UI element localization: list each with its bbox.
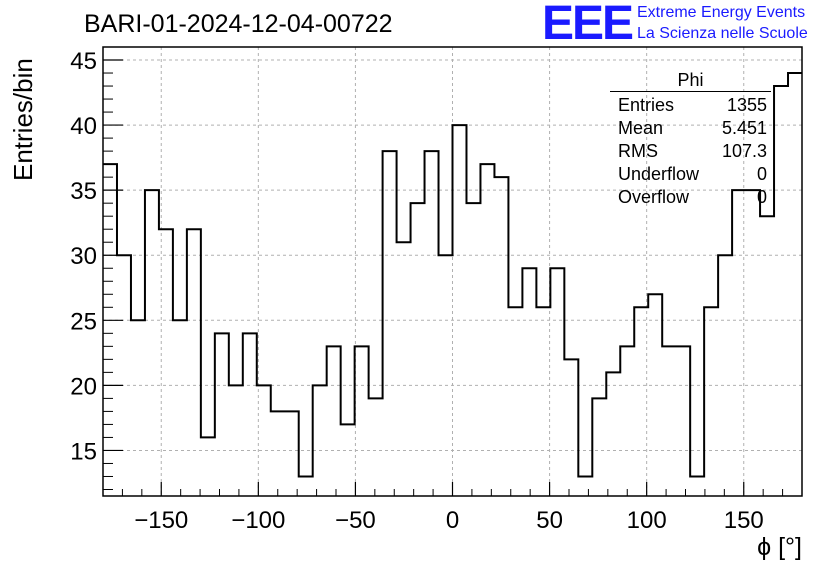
y-tick-label: 25 <box>70 308 97 335</box>
x-tick-label: 150 <box>724 507 764 534</box>
stats-row-overflow: Overflow 0 <box>610 186 771 209</box>
chart-title: BARI-01-2024-12-04-00722 <box>84 10 393 38</box>
axis-ticks <box>102 46 803 496</box>
stats-label: RMS <box>618 141 658 161</box>
stats-value: 0 <box>756 187 767 207</box>
stats-label: Overflow <box>618 187 690 207</box>
stats-box: Phi Entries 1355 Mean 5.451 RMS 107.3 Un… <box>610 70 771 209</box>
eee-logo: EEE <box>542 0 634 50</box>
x-tick-label: −100 <box>231 507 285 534</box>
y-tick-label: 45 <box>70 48 97 75</box>
x-tick-label: −50 <box>335 507 376 534</box>
x-tick-label: 0 <box>446 507 459 534</box>
y-tick-label: 40 <box>70 113 97 140</box>
axis-tick-labels: −150 −100 −50 0 50 100 150 15 20 25 30 35 40 45 <box>70 48 763 534</box>
stats-value: 0 <box>756 164 767 184</box>
logo-line-1: Extreme Energy Events <box>637 4 806 21</box>
y-tick-label: 35 <box>70 178 97 205</box>
stats-label: Mean <box>618 118 664 138</box>
x-tick-label: −150 <box>134 507 188 534</box>
y-axis-label: Entries/bin <box>8 58 38 181</box>
x-axis-label: ϕ [°] <box>757 533 802 561</box>
stats-row-entries: Entries 1355 <box>610 94 771 117</box>
stats-box-name: Phi <box>677 70 704 90</box>
x-tick-label: 100 <box>627 507 667 534</box>
y-tick-label: 20 <box>70 373 97 400</box>
stats-value: 107.3 <box>721 141 767 161</box>
logo-line-2: La Scienza nelle Scuole <box>637 25 808 42</box>
stats-value: 1355 <box>726 95 767 115</box>
histogram-series-line <box>103 72 802 478</box>
stats-separator <box>610 91 771 92</box>
stats-label: Underflow <box>618 164 700 184</box>
stats-label: Entries <box>618 95 675 115</box>
stats-row-underflow: Underflow 0 <box>610 163 771 186</box>
y-tick-label: 15 <box>70 438 97 465</box>
stats-value: 5.451 <box>721 118 767 138</box>
y-tick-label: 30 <box>70 243 97 270</box>
stats-row-mean: Mean 5.451 <box>610 117 771 140</box>
stats-row-rms: RMS 107.3 <box>610 140 771 163</box>
x-tick-label: 50 <box>536 507 563 534</box>
